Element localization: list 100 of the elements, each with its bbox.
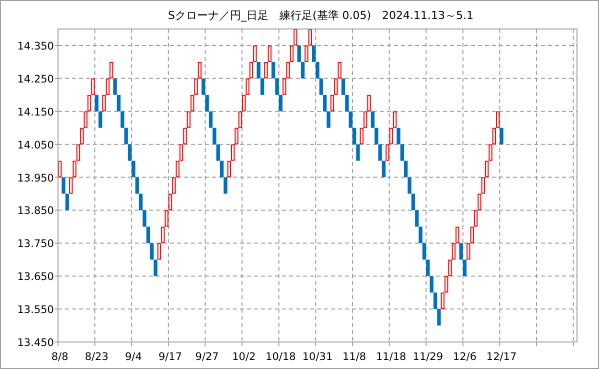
candlestick: [164, 210, 168, 227]
x-tick-label: 10/31: [302, 351, 333, 363]
candlestick: [484, 160, 489, 178]
candlestick: [459, 243, 463, 260]
candlestick: [488, 144, 492, 161]
candlestick: [120, 111, 124, 128]
candlestick: [338, 62, 342, 78]
candlestick: [249, 62, 254, 78]
x-tick-label: 9/17: [158, 351, 182, 363]
candlestick: [430, 276, 434, 293]
candlestick: [202, 78, 206, 95]
candlestick: [80, 128, 84, 144]
candlestick: [224, 177, 228, 194]
candlestick: [253, 45, 257, 62]
candlestick: [444, 276, 448, 293]
candlestick: [190, 94, 194, 112]
candlestick: [142, 210, 146, 227]
candlestick: [389, 128, 393, 144]
candlestick: [437, 309, 441, 326]
x-tick-label: 11/18: [376, 351, 406, 363]
chart-title: Sクローナ／円_日足 練行足(基準 0.05) 2024.11.13～5.1: [168, 9, 474, 22]
candlestick: [396, 128, 400, 144]
candlestick: [345, 94, 349, 112]
y-tick-label: 13.650: [17, 271, 54, 284]
candlestick: [456, 226, 460, 244]
candlestick: [102, 94, 106, 112]
candlestick: [242, 94, 246, 112]
candlestick: [231, 144, 235, 161]
candlestick: [323, 94, 327, 112]
candlestick: [348, 111, 352, 128]
y-tick-label: 14.050: [17, 139, 54, 152]
candlestick: [110, 62, 114, 78]
candlestick: [466, 243, 470, 260]
x-tick-label: 8/8: [51, 351, 68, 363]
candlestick: [304, 45, 308, 62]
candlestick: [411, 194, 416, 210]
candlestick: [150, 243, 154, 260]
candlestick: [113, 78, 117, 95]
candlestick: [300, 62, 305, 78]
x-tick-label: 12/17: [486, 351, 517, 363]
x-tick-label: 10/2: [232, 351, 256, 363]
candlestick: [341, 78, 346, 95]
candlestick: [326, 111, 330, 128]
candlestick: [205, 94, 209, 112]
candlestick: [356, 144, 360, 161]
candlestick: [91, 78, 95, 95]
candlestick: [308, 29, 312, 46]
candlestick: [462, 260, 467, 276]
candlestick: [418, 226, 422, 244]
candlestick: [135, 177, 139, 194]
candlestick: [374, 128, 378, 144]
candlestick: [87, 94, 92, 112]
y-tick-label: 14.250: [17, 73, 54, 86]
candlestick: [290, 45, 294, 62]
candlestick: [392, 111, 397, 128]
candlestick: [286, 62, 290, 78]
candlestick: [496, 111, 500, 128]
candlestick: [297, 45, 301, 62]
candlestick: [186, 111, 191, 128]
y-tick-label: 14.150: [17, 106, 54, 118]
candlestick: [256, 62, 260, 78]
candlestick: [360, 128, 364, 144]
candlestick: [216, 144, 220, 161]
candlestick: [268, 45, 272, 62]
candlestick: [138, 194, 143, 210]
candlestick: [382, 160, 386, 178]
candlestick: [116, 94, 121, 112]
y-tick-label: 13.450: [17, 337, 54, 349]
candlestick: [94, 94, 98, 112]
candlestick: [234, 128, 238, 144]
x-tick-label: 12/6: [452, 351, 477, 363]
candlestick: [334, 78, 338, 95]
candlestick: [172, 177, 176, 194]
candlestick: [312, 45, 316, 62]
x-tick-label: 11/29: [412, 351, 444, 363]
candlestick: [212, 128, 216, 144]
candlestick: [275, 78, 279, 95]
candlestick: [198, 62, 202, 78]
candlestick: [246, 78, 250, 95]
candlestick: [364, 111, 368, 128]
candlestick: [98, 111, 102, 128]
candlestick: [84, 111, 88, 128]
candlestick: [179, 144, 184, 161]
y-tick-label: 13.850: [17, 205, 54, 218]
candlestick: [69, 177, 73, 194]
candlestick: [370, 111, 375, 128]
candlestick: [282, 78, 286, 95]
candlestick: [146, 226, 150, 244]
candlestick: [481, 177, 485, 194]
candlestick: [132, 160, 136, 178]
candlestick: [404, 160, 408, 178]
candlestick: [194, 78, 198, 95]
candlestick: [62, 177, 66, 194]
candlestick: [154, 260, 158, 276]
candlestick: [426, 260, 430, 276]
candlestick: [415, 210, 419, 227]
candlestick: [271, 62, 276, 78]
candlestick: [161, 226, 165, 244]
candlestick: [208, 111, 213, 128]
candlestick: [220, 160, 224, 178]
